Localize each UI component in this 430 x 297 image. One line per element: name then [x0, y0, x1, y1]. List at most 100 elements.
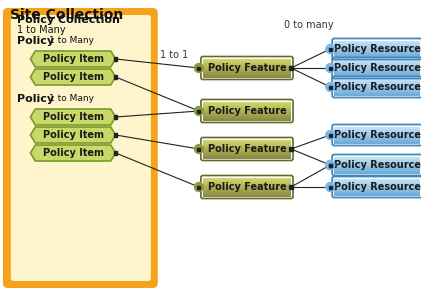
Polygon shape: [31, 127, 116, 143]
Bar: [334, 160, 421, 161]
Bar: [329, 133, 332, 137]
Bar: [334, 79, 421, 80]
Bar: [203, 74, 291, 75]
Bar: [203, 156, 291, 157]
Bar: [334, 67, 421, 68]
Bar: [329, 186, 332, 189]
Bar: [334, 48, 421, 49]
Bar: [197, 110, 200, 113]
Bar: [203, 144, 291, 145]
Bar: [334, 185, 421, 186]
Bar: [203, 66, 291, 67]
Bar: [203, 151, 291, 152]
Bar: [334, 171, 421, 172]
Text: Policy Resource: Policy Resource: [334, 160, 421, 170]
FancyBboxPatch shape: [3, 8, 158, 288]
Bar: [203, 114, 291, 115]
Bar: [334, 95, 421, 96]
Bar: [203, 141, 291, 142]
Bar: [203, 120, 291, 121]
Circle shape: [194, 64, 203, 72]
Bar: [203, 146, 291, 147]
Bar: [114, 75, 117, 79]
Bar: [203, 113, 291, 114]
Bar: [334, 129, 421, 130]
Bar: [334, 81, 421, 82]
Bar: [334, 40, 421, 41]
Bar: [334, 89, 421, 90]
Bar: [197, 148, 200, 151]
Bar: [203, 110, 291, 111]
Bar: [334, 63, 421, 64]
Bar: [203, 186, 291, 187]
Bar: [329, 164, 332, 167]
Text: Policy Resource: Policy Resource: [334, 44, 421, 54]
Bar: [334, 190, 421, 191]
Bar: [203, 182, 291, 183]
Bar: [203, 103, 291, 104]
Bar: [203, 180, 291, 181]
Bar: [203, 190, 291, 191]
Bar: [334, 50, 421, 51]
Polygon shape: [31, 145, 116, 161]
Polygon shape: [31, 69, 116, 85]
Bar: [334, 64, 421, 65]
Text: Policy Feature: Policy Feature: [208, 63, 286, 73]
Bar: [203, 119, 291, 120]
Bar: [203, 59, 291, 60]
Bar: [334, 194, 421, 195]
Text: 0 to many: 0 to many: [284, 20, 334, 30]
Bar: [289, 66, 293, 70]
Bar: [203, 143, 291, 144]
Bar: [114, 115, 117, 119]
Bar: [334, 138, 421, 139]
Circle shape: [326, 182, 335, 192]
Text: Policy Feature: Policy Feature: [208, 144, 286, 154]
Bar: [334, 90, 421, 91]
Text: Policy Item: Policy Item: [43, 148, 104, 158]
Text: Policy Item: Policy Item: [43, 72, 104, 82]
Bar: [203, 77, 291, 78]
Bar: [203, 153, 291, 154]
Bar: [334, 80, 421, 81]
Bar: [334, 56, 421, 57]
Bar: [334, 57, 421, 58]
Bar: [334, 45, 421, 46]
Bar: [334, 167, 421, 168]
Bar: [203, 157, 291, 158]
Bar: [197, 67, 200, 69]
Text: Policy Resource: Policy Resource: [334, 82, 421, 92]
Bar: [203, 117, 291, 118]
Bar: [334, 75, 421, 76]
Text: 1 to Many: 1 to Many: [49, 36, 94, 45]
Bar: [329, 48, 332, 50]
Text: Policy Feature: Policy Feature: [208, 106, 286, 116]
Bar: [203, 158, 291, 159]
Circle shape: [326, 83, 335, 91]
Bar: [334, 44, 421, 45]
Bar: [334, 47, 421, 48]
Bar: [289, 185, 293, 189]
Text: Policy Resource: Policy Resource: [334, 130, 421, 140]
Bar: [203, 60, 291, 61]
Bar: [334, 184, 421, 185]
Circle shape: [326, 160, 335, 170]
Bar: [203, 178, 291, 179]
Bar: [203, 63, 291, 64]
Bar: [203, 106, 291, 107]
Bar: [203, 107, 291, 108]
Bar: [334, 86, 421, 87]
Bar: [334, 91, 421, 92]
Bar: [203, 179, 291, 180]
Bar: [334, 180, 421, 181]
Bar: [203, 68, 291, 69]
Bar: [114, 57, 117, 61]
Text: 1 to Many: 1 to Many: [17, 25, 65, 35]
Bar: [334, 68, 421, 69]
Bar: [334, 179, 421, 180]
Bar: [334, 162, 421, 163]
Text: Policy Item: Policy Item: [43, 54, 104, 64]
Bar: [334, 181, 421, 182]
Bar: [203, 69, 291, 70]
Bar: [334, 127, 421, 128]
